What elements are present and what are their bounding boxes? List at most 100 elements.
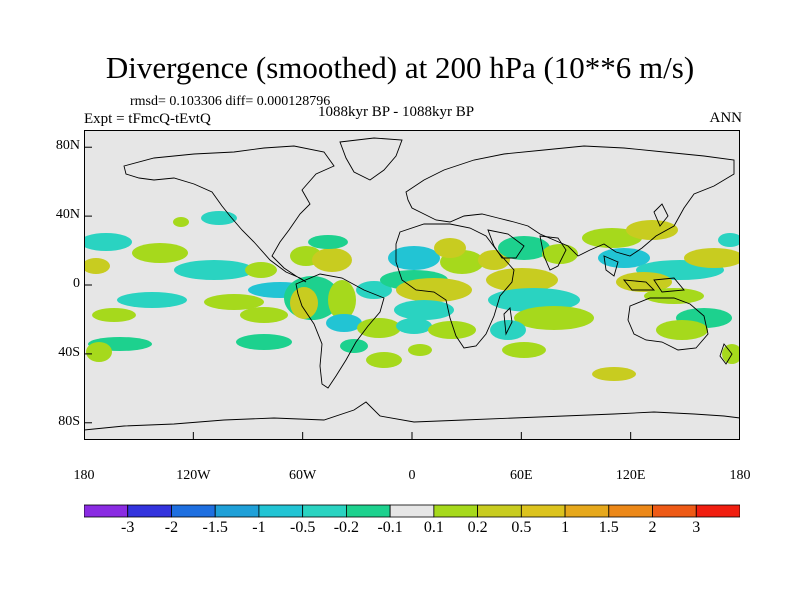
coast-new-zealand bbox=[719, 343, 733, 365]
colorbar-label: 0.5 bbox=[511, 519, 532, 536]
field-blob bbox=[396, 278, 472, 302]
field-blob bbox=[204, 294, 264, 310]
field-blob bbox=[201, 211, 237, 225]
coast-south-america bbox=[295, 273, 385, 389]
field-blob bbox=[582, 228, 642, 248]
x-tick-label: 120E bbox=[615, 468, 646, 483]
field-blob bbox=[598, 248, 650, 268]
field-blob bbox=[326, 314, 362, 332]
coast-eurasia bbox=[405, 145, 735, 257]
y-tick-label: 40N bbox=[55, 207, 80, 223]
coastlines bbox=[84, 137, 740, 431]
plot-title: Divergence (smoothed) at 200 hPa (10**6 … bbox=[105, 50, 695, 85]
coast-arabia bbox=[487, 229, 525, 259]
field-blob bbox=[396, 318, 432, 334]
field-blob bbox=[173, 217, 189, 227]
field-blob bbox=[478, 250, 510, 270]
colorbar-box bbox=[477, 504, 522, 518]
coast-india bbox=[539, 235, 567, 271]
coast-greenland bbox=[339, 137, 403, 181]
colorbar-label: 1.5 bbox=[598, 519, 619, 536]
colorbar bbox=[84, 504, 740, 518]
coast-japan bbox=[653, 203, 669, 227]
colorbar-box bbox=[520, 504, 566, 518]
field-blob bbox=[117, 292, 187, 308]
field-blob bbox=[434, 238, 466, 258]
x-tick-label: 0 bbox=[408, 468, 416, 483]
field-blob bbox=[84, 233, 132, 251]
coast-indonesia bbox=[603, 255, 685, 293]
divergence-field bbox=[84, 211, 740, 381]
field-blob bbox=[644, 288, 704, 304]
colorbar-label: -0.1 bbox=[377, 519, 403, 536]
field-blob bbox=[486, 268, 558, 292]
colorbar-label: 0.2 bbox=[467, 519, 488, 536]
x-tick-label: 60W bbox=[289, 468, 317, 483]
colorbar-label: 2 bbox=[648, 519, 657, 536]
field-blob bbox=[626, 220, 678, 240]
coast-north-america bbox=[123, 145, 335, 283]
field-blob bbox=[84, 258, 110, 274]
x-tick-label: 180 bbox=[73, 468, 95, 483]
field-blob bbox=[542, 244, 578, 264]
colorbar-box bbox=[608, 504, 653, 518]
field-blob bbox=[718, 233, 740, 247]
field-blob bbox=[394, 300, 454, 320]
colorbar-label: -3 bbox=[121, 519, 135, 536]
field-blob bbox=[92, 308, 136, 322]
colorbar-box bbox=[564, 504, 610, 518]
field-blob bbox=[502, 342, 546, 358]
coast-madagascar bbox=[503, 307, 513, 336]
stats-label: rmsd= 0.103306 diff= 0.000128796 bbox=[130, 94, 331, 109]
field-blob bbox=[488, 288, 580, 312]
colorbar-box bbox=[695, 504, 740, 518]
field-blob bbox=[388, 246, 440, 270]
field-blob bbox=[290, 287, 318, 319]
field-blob bbox=[357, 318, 401, 338]
field-blob bbox=[308, 235, 348, 249]
field-blob bbox=[245, 262, 277, 278]
field-blob bbox=[328, 280, 356, 320]
experiment-label: Expt = tFmcQ-tEvtQ bbox=[84, 111, 211, 127]
colorbar-box bbox=[345, 504, 391, 518]
y-tick-label: 80S bbox=[58, 413, 80, 429]
field-blob bbox=[498, 236, 550, 260]
coast-australia bbox=[627, 297, 709, 351]
field-blob bbox=[86, 342, 112, 362]
coast-africa bbox=[395, 223, 515, 349]
colorbar-label: -0.5 bbox=[289, 519, 316, 536]
colorbar-label: -1.5 bbox=[202, 519, 228, 536]
colorbar-label: 3 bbox=[692, 519, 701, 536]
field-blob bbox=[428, 321, 476, 339]
colorbar-box bbox=[258, 504, 304, 518]
season-label: ANN bbox=[709, 110, 743, 126]
y-tick-label: 80N bbox=[55, 138, 80, 154]
colorbar-box bbox=[652, 504, 697, 518]
x-tick-label: 120W bbox=[176, 468, 211, 483]
colorbar-label: 0.1 bbox=[423, 519, 444, 536]
field-blob bbox=[356, 281, 392, 299]
field-blob bbox=[312, 248, 352, 272]
colorbar-boxes bbox=[84, 504, 740, 518]
colorbar-box bbox=[389, 504, 435, 518]
colorbar-box bbox=[214, 504, 260, 518]
field-blob bbox=[236, 334, 292, 350]
field-blob bbox=[722, 344, 740, 364]
colorbar-label: -0.2 bbox=[333, 519, 360, 536]
field-blob bbox=[366, 352, 402, 368]
field-blob bbox=[408, 344, 432, 356]
colorbar-box bbox=[433, 504, 479, 518]
field-blob bbox=[240, 307, 288, 323]
y-tick-label: 0 bbox=[73, 276, 80, 291]
period-label: 1088kyr BP - 1088kyr BP bbox=[318, 104, 475, 120]
colorbar-label: 1 bbox=[561, 519, 570, 536]
colorbar-box bbox=[84, 504, 129, 518]
coast-antarctica bbox=[84, 401, 740, 431]
colorbar-box bbox=[127, 504, 172, 518]
colorbar-box bbox=[171, 504, 216, 518]
map-ticks bbox=[84, 146, 740, 440]
field-blob bbox=[656, 320, 708, 340]
field-blob bbox=[514, 306, 594, 330]
field-blob bbox=[174, 260, 254, 280]
field-blob bbox=[592, 367, 636, 381]
